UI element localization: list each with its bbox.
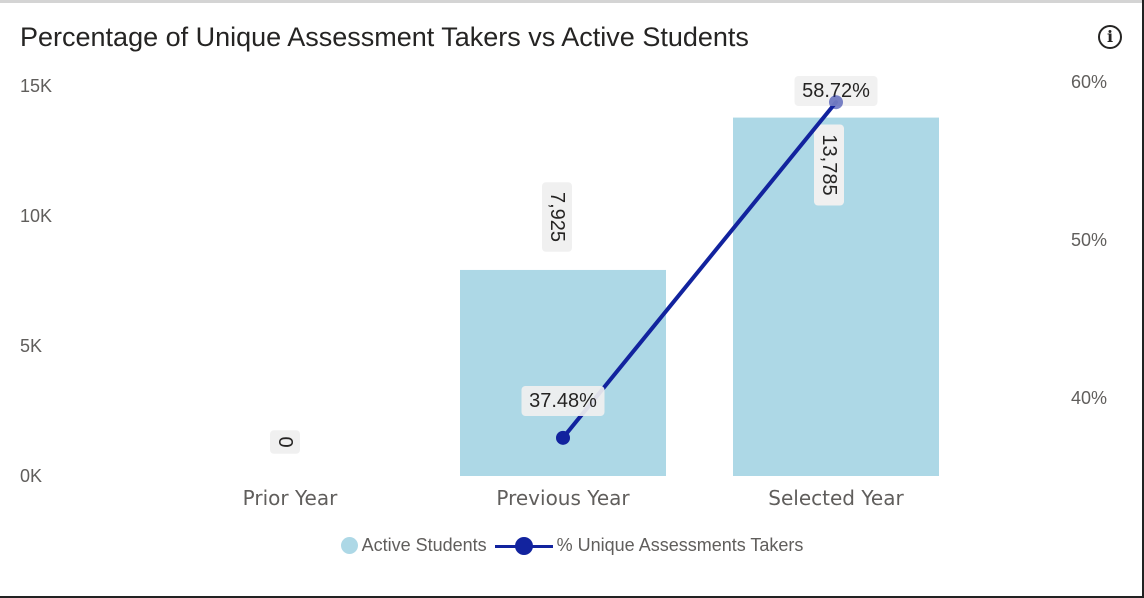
legend-bar-swatch <box>340 537 358 554</box>
line-point <box>556 430 570 445</box>
x-category-label: Prior Year <box>243 486 338 510</box>
y-left-tick-label: 15K <box>20 76 52 96</box>
y-right-tick-label: 50% <box>1071 230 1107 250</box>
chart-title: Percentage of Unique Assessment Takers v… <box>20 22 749 52</box>
combo-chart: 15K 10K 5K 0K 60% 50% 40% Prior Year Previous Ye… <box>20 72 1107 510</box>
bar-label-background <box>270 430 300 454</box>
line-series <box>561 100 838 440</box>
bottom-border <box>0 596 1144 598</box>
line-label-background <box>521 386 605 416</box>
line-label-background <box>794 76 878 106</box>
bar-data-label: 7,925 <box>546 192 568 242</box>
y-left-tick-label: 0K <box>20 466 42 486</box>
bar <box>460 269 666 476</box>
legend-item-active-students[interactable]: Active Students <box>340 535 487 556</box>
top-border <box>0 0 1144 3</box>
y-left-tick-label: 10K <box>20 206 52 226</box>
legend-line-swatch <box>494 536 553 556</box>
legend-label-unique-takers: % Unique Assessments Takers <box>556 535 804 555</box>
bar-data-label: 0 <box>274 436 296 447</box>
y-right-tick-label: 60% <box>1071 72 1107 92</box>
y-left-tick-label: 5K <box>20 336 42 356</box>
right-border <box>1142 0 1144 598</box>
legend-label-active-students: Active Students <box>361 535 487 555</box>
legend: Active Students % Unique Assessments Tak… <box>0 535 1144 556</box>
line-data-label: 58.72% <box>802 80 870 102</box>
x-category-label: Selected Year <box>768 486 904 510</box>
line-data-label: 37.48% <box>529 390 597 412</box>
info-icon[interactable]: i <box>1098 25 1122 49</box>
y-right-tick-label: 40% <box>1071 388 1107 408</box>
bar-label-background <box>542 182 572 252</box>
bar-label-background <box>814 124 844 206</box>
bar-data-label: 13,785 <box>818 134 840 195</box>
line-point <box>829 95 843 110</box>
legend-item-unique-takers[interactable]: % Unique Assessments Takers <box>494 535 804 556</box>
x-category-label: Previous Year <box>496 486 630 510</box>
